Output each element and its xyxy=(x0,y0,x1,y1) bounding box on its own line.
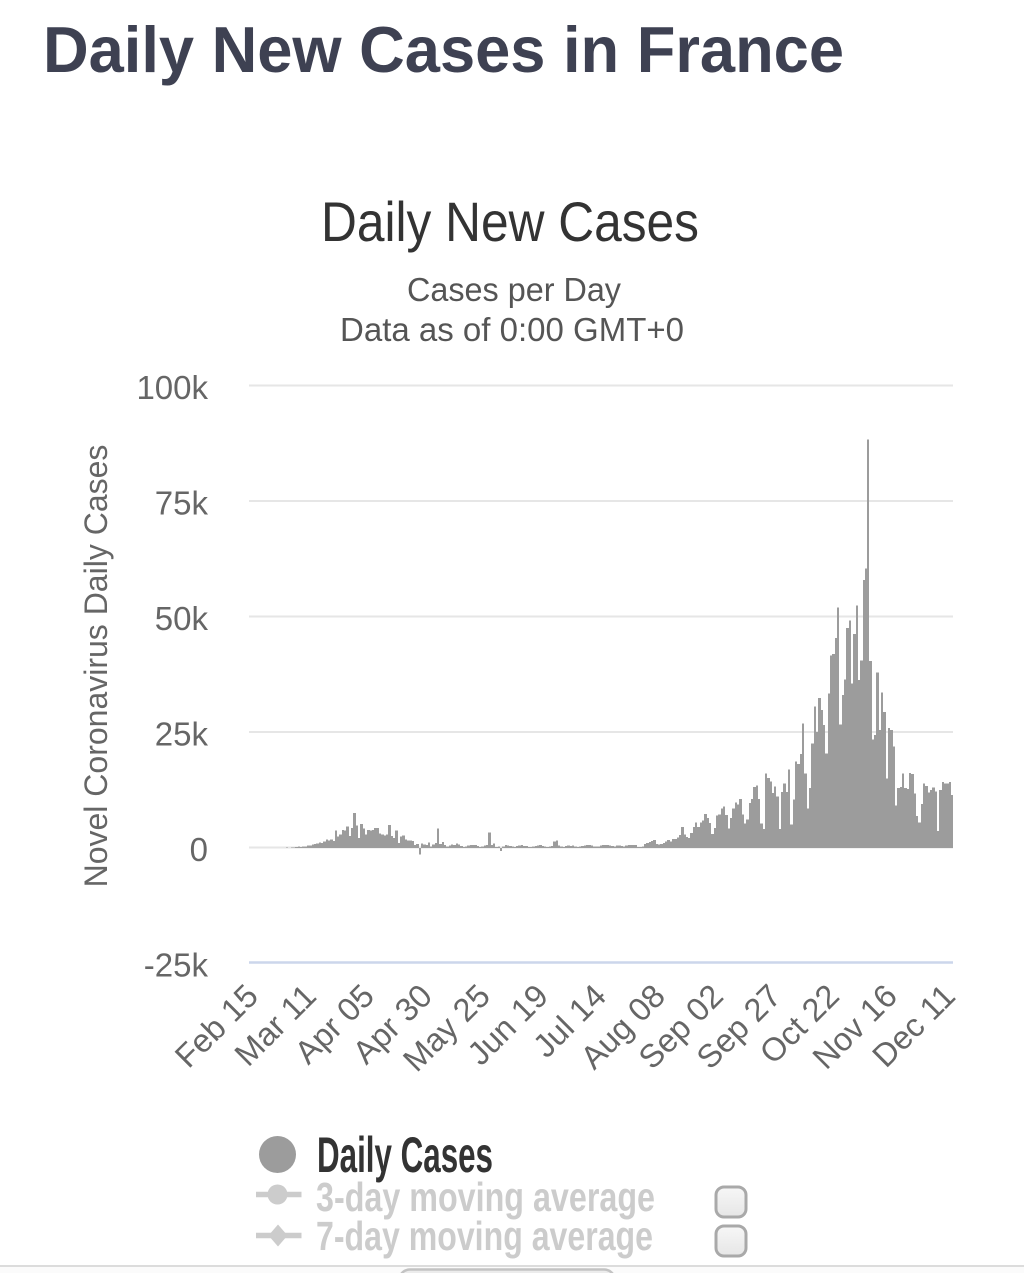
svg-text:-25k: -25k xyxy=(144,947,209,984)
svg-text:Daily New Cases in France: Daily New Cases in France xyxy=(43,13,844,86)
svg-text:Data as of 0:00 GMT+0: Data as of 0:00 GMT+0 xyxy=(340,311,684,348)
svg-text:100k: 100k xyxy=(136,369,208,406)
svg-text:Daily Cases: Daily Cases xyxy=(317,1127,493,1183)
svg-text:Daily New Cases: Daily New Cases xyxy=(321,190,699,253)
svg-text:25k: 25k xyxy=(155,716,209,753)
svg-text:7-day moving average: 7-day moving average xyxy=(316,1213,653,1259)
svg-text:Cases per Day: Cases per Day xyxy=(407,271,621,308)
svg-text:75k: 75k xyxy=(155,485,209,522)
svg-text:50k: 50k xyxy=(155,600,209,637)
svg-text:3-day moving average: 3-day moving average xyxy=(316,1174,655,1220)
svg-text:0: 0 xyxy=(190,831,208,868)
svg-text:Novel Coronavirus Daily Cases: Novel Coronavirus Daily Cases xyxy=(78,445,114,888)
